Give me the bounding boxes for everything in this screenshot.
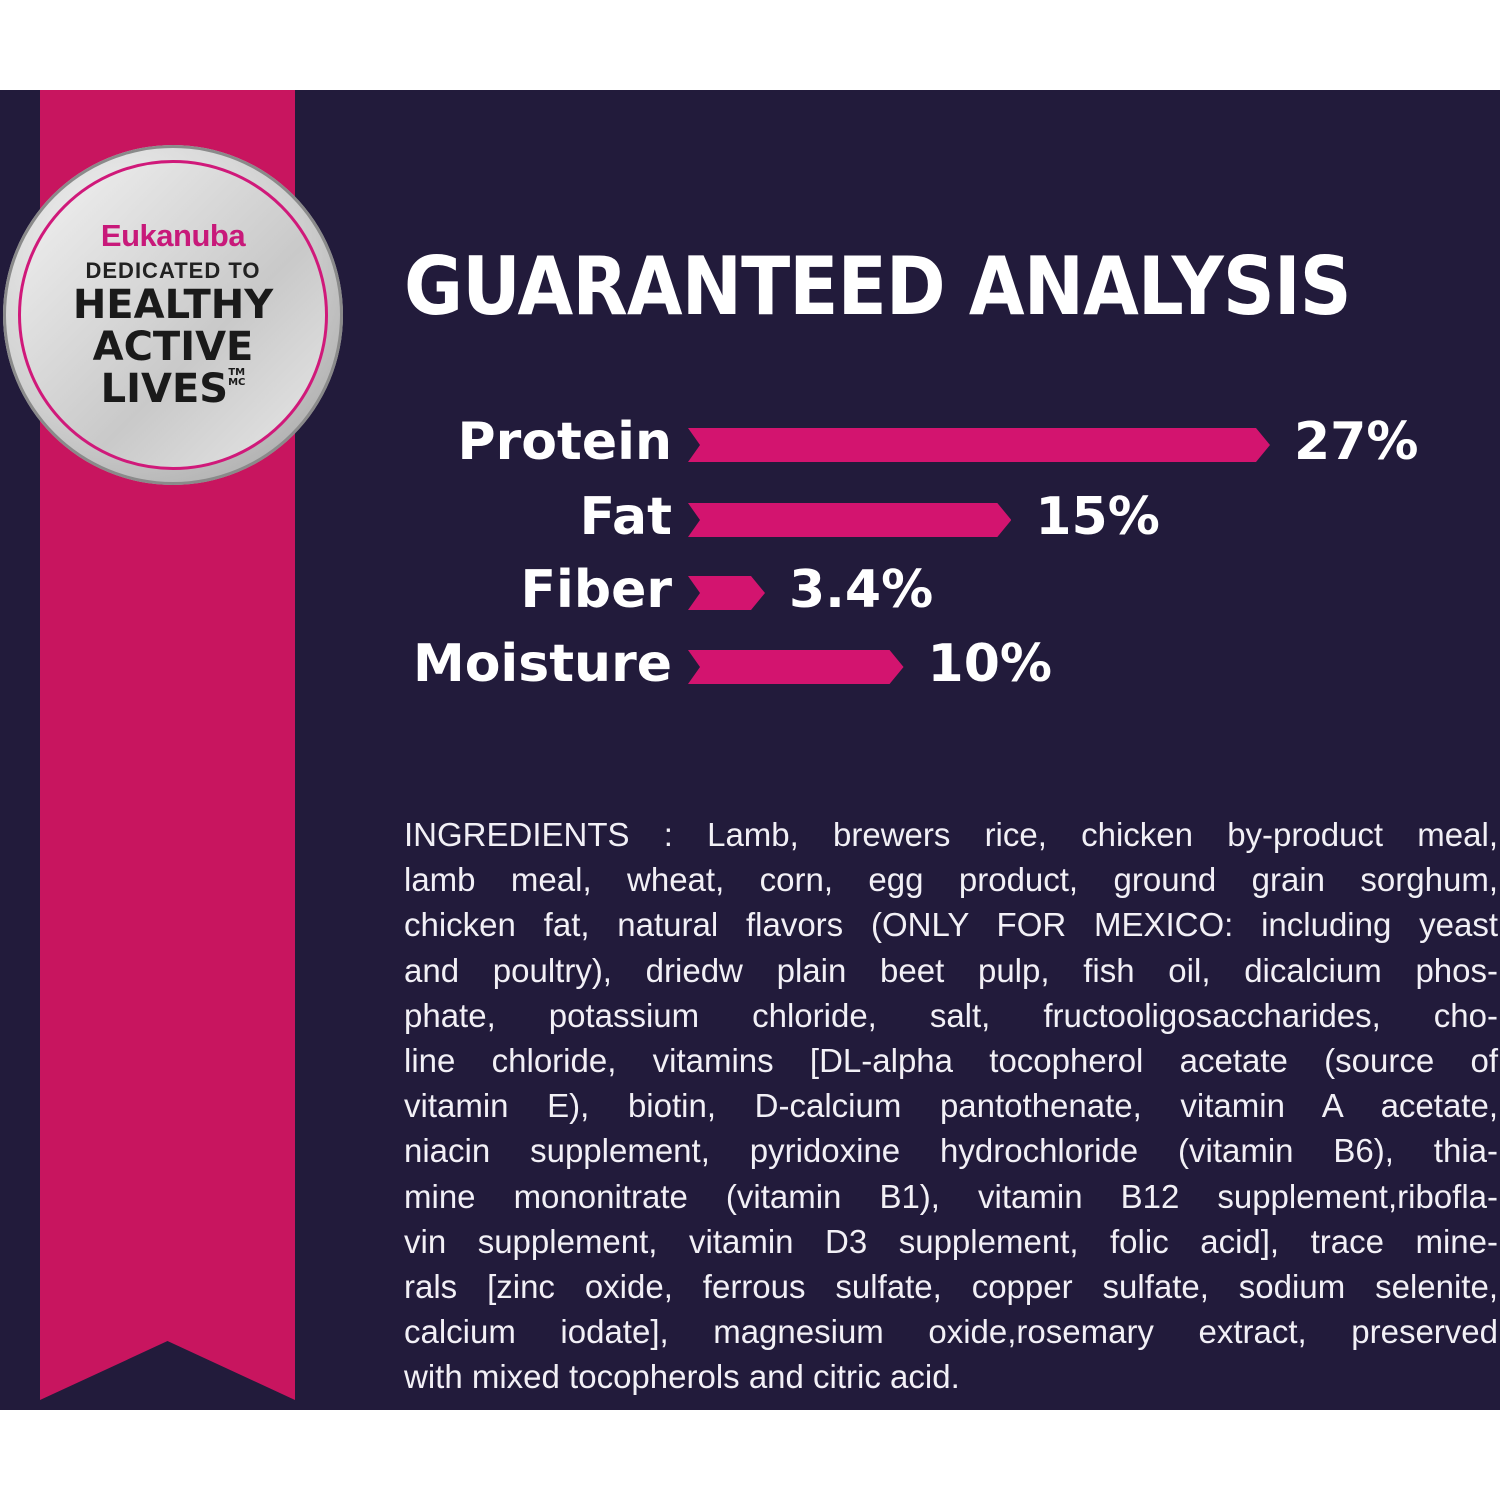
ingredients-line: INGREDIENTS : Lamb, brewers rice, chicke…: [404, 816, 1498, 853]
bar-fiber: [688, 576, 765, 610]
ingredients-line: chicken fat, natural flavors (ONLY FOR M…: [404, 906, 1498, 944]
seal-lives: LIVESTM MC: [21, 366, 325, 412]
tm: TM: [228, 367, 246, 378]
ingredients-line: with mixed tocopherols and citric acid.: [404, 1358, 960, 1396]
ingredients-line: vitamin E), biotin, D-calcium pantothena…: [404, 1087, 1498, 1125]
ingredients-line: mine mononitrate (vitamin B1), vitamin B…: [404, 1177, 1498, 1215]
bar-label: Protein: [457, 412, 672, 472]
brand-name: Eukanuba: [100, 218, 246, 253]
ingredients-text: INGREDIENTS : Lamb, brewers rice, chicke…: [404, 812, 1498, 1400]
bar-fat: [688, 503, 1011, 537]
ingredients-line: line chloride, vitamins [DL-alpha tocoph…: [404, 1042, 1498, 1080]
ingredients-line: phate, potassium chloride, salt, fructoo…: [404, 996, 1498, 1034]
bar-value-label: 10%: [927, 634, 1053, 694]
ingredients-line: rals [zinc oxide, ferrous sulfate, coppe…: [404, 1268, 1498, 1306]
bar-label: Fat: [579, 487, 672, 547]
mc: MC: [228, 377, 246, 388]
bar-row-moisture: Moisture 10%: [0, 634, 1500, 694]
seal-dedicated: DEDICATED TO: [85, 258, 261, 283]
seal-lives-text: LIVES: [100, 366, 229, 412]
ingredients-line: and poultry), driedw plain beet pulp, fi…: [404, 951, 1498, 989]
bar-row-fat: Fat 15%: [0, 487, 1500, 547]
bar-value-label: 15%: [1035, 487, 1160, 547]
ingredients-line: niacin supplement, pyridoxine hydrochlor…: [404, 1132, 1498, 1170]
bar-label: Moisture: [412, 634, 672, 694]
bar-protein: [688, 428, 1270, 462]
bar-row-fiber: Fiber 3.4%: [0, 560, 1500, 620]
trademark: TM MC: [228, 368, 245, 388]
chart-title: GUARANTEED ANALYSIS: [404, 240, 1352, 333]
bar-label: Fiber: [520, 560, 672, 620]
seal-inner: Eukanuba DEDICATED TO HEALTHY ACTIVE LIV…: [18, 160, 328, 470]
ingredients-line: lamb meal, wheat, corn, egg product, gro…: [404, 861, 1498, 899]
bar-value-label: 27%: [1294, 412, 1419, 472]
eukanuba-seal-logo: Eukanuba DEDICATED TO HEALTHY ACTIVE LIV…: [3, 145, 343, 485]
seal-healthy: HEALTHY: [72, 282, 274, 328]
ingredients-line: calcium iodate], magnesium oxide,rosemar…: [404, 1313, 1498, 1351]
ingredients-line: vin supplement, vitamin D3 supplement, f…: [404, 1222, 1498, 1260]
bar-moisture: [688, 650, 904, 684]
seal-active: ACTIVE: [92, 324, 254, 370]
bar-value-label: 3.4%: [789, 560, 934, 620]
bar-row-protein: Protein 27%: [0, 412, 1500, 472]
